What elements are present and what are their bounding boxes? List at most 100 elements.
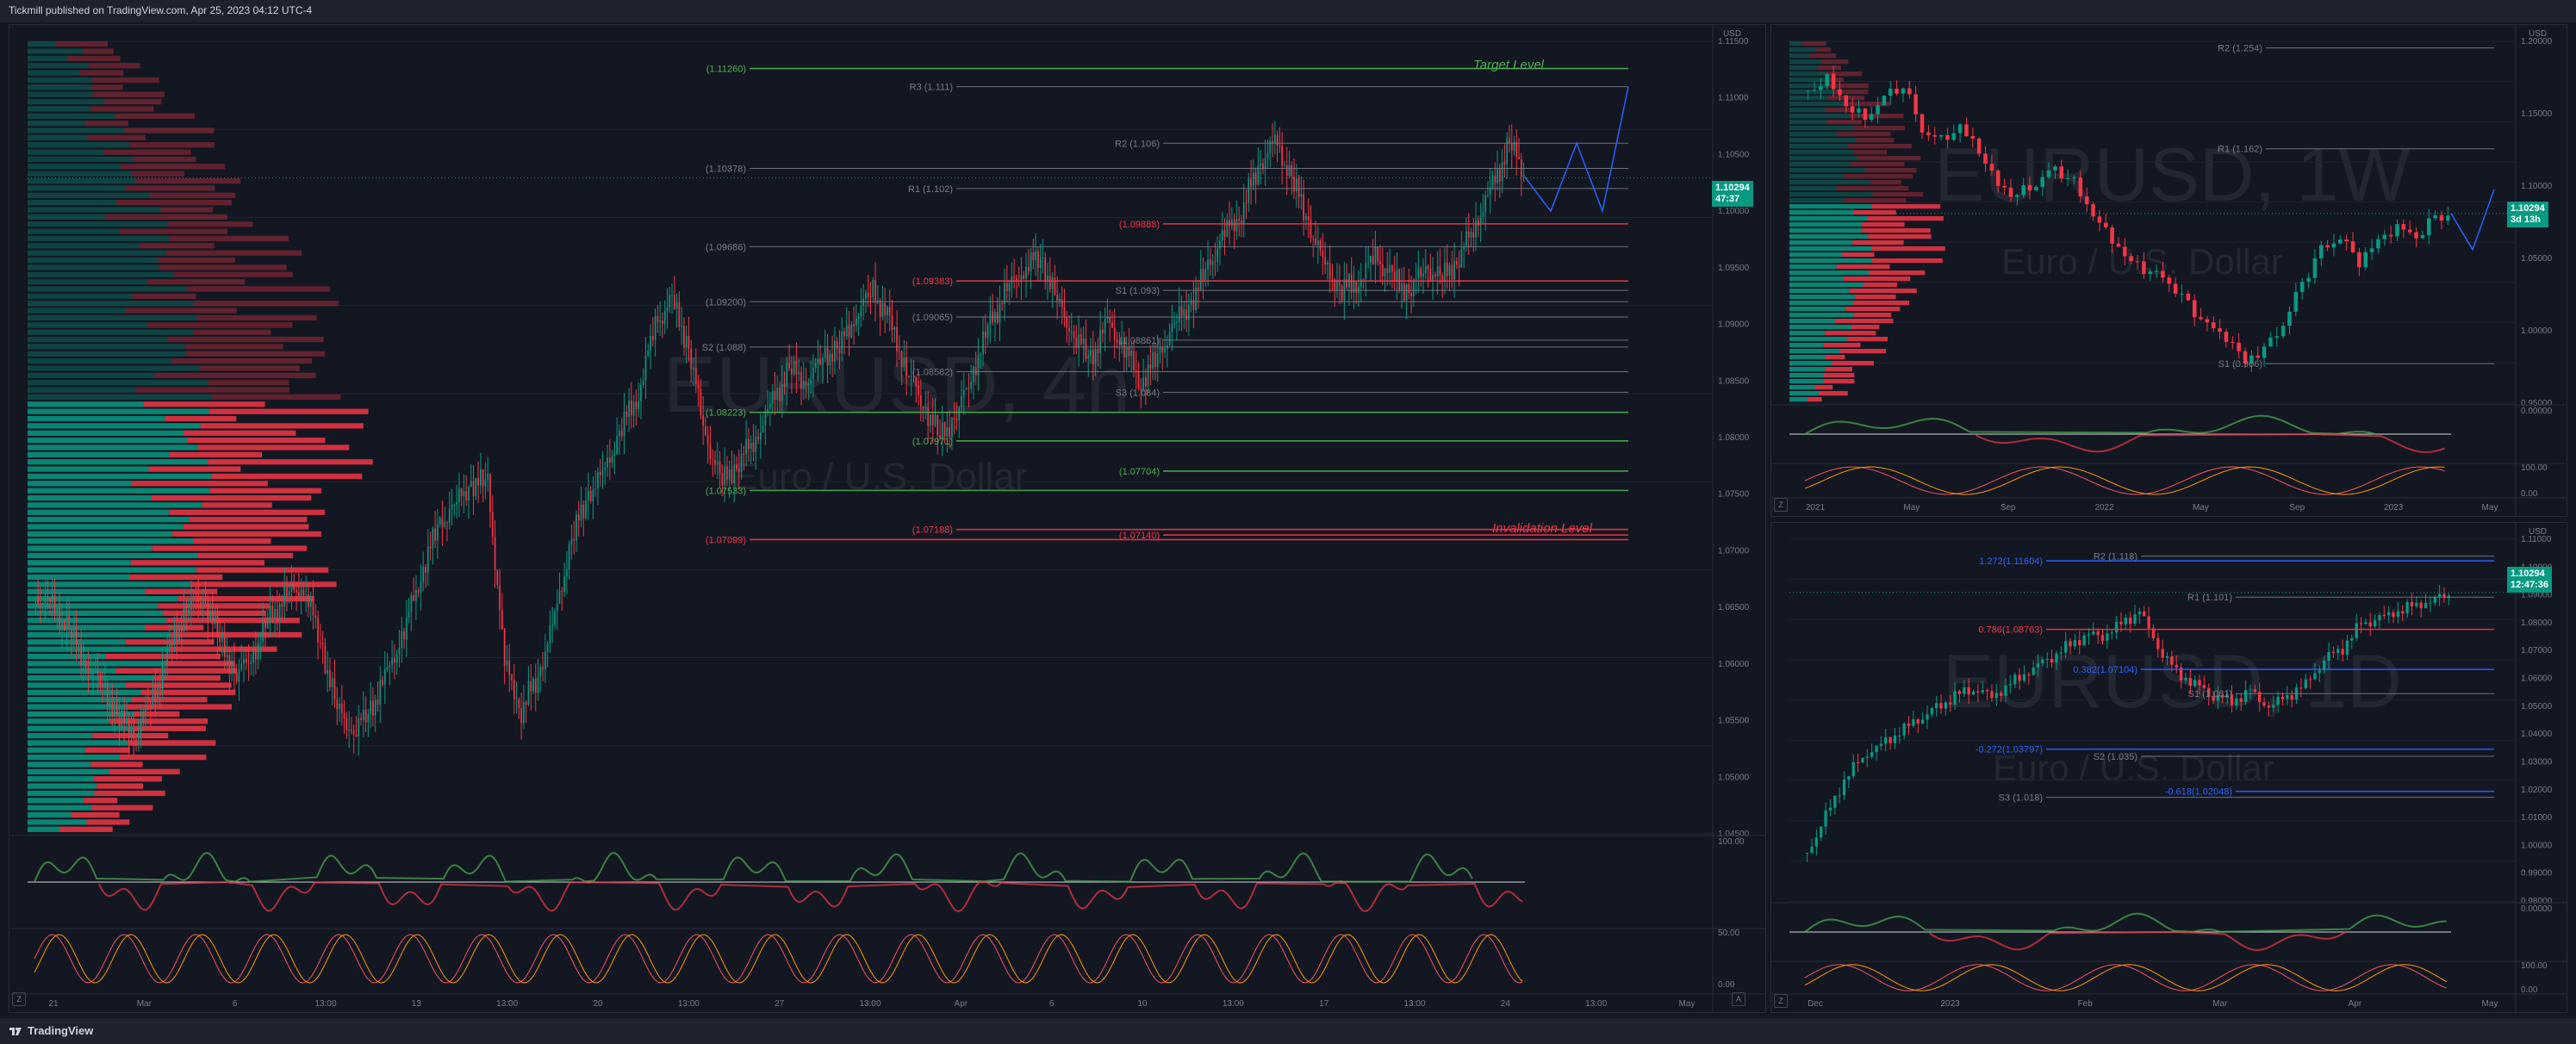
- candle-body: [2123, 246, 2127, 257]
- candle-body: [383, 669, 386, 686]
- candle-body: [1059, 298, 1061, 301]
- volume-profile-bar-buy: [28, 250, 166, 256]
- candle-body: [413, 595, 414, 601]
- candle-body: [1199, 269, 1202, 290]
- price-tick-label: 1.15000: [2521, 109, 2553, 119]
- volume-profile-bar-buy: [28, 91, 93, 97]
- candle-body: [34, 596, 37, 597]
- momentum-line-positive: [34, 852, 1473, 883]
- volume-profile-bar-sell: [165, 415, 237, 422]
- candle-body: [1374, 246, 1377, 264]
- zoom-button[interactable]: Z: [12, 992, 26, 1006]
- price-tick-label: 1.05000: [2521, 702, 2553, 712]
- main-chart-panel[interactable]: EURUSD, 4h Euro / U.S. Dollar 1.11500 1.1…: [9, 24, 1766, 1013]
- candle-body: [745, 438, 747, 455]
- volume-profile-bar-sell: [166, 221, 253, 227]
- volume-profile-bar-buy: [28, 235, 170, 242]
- volume-profile-bar-buy: [28, 228, 121, 234]
- candle-body: [1413, 279, 1415, 296]
- price-tick-label: 1.07500: [1718, 490, 1750, 500]
- weekly-chart-panel[interactable]: EURUSD, 1W Euro / U.S. Dollar 1.200001.1…: [1770, 24, 2567, 517]
- candle-body: [530, 681, 532, 692]
- candle-body: [654, 315, 656, 340]
- volume-profile-bar-sell: [160, 207, 214, 213]
- candle-body: [2167, 277, 2172, 284]
- volume-profile-bar-sell: [92, 91, 165, 97]
- candle-body: [2331, 651, 2336, 653]
- candle-body: [1068, 327, 1070, 332]
- candle-body: [1230, 219, 1233, 227]
- volume-profile-bar-buy: [28, 41, 56, 47]
- volume-profile-bar-sell: [120, 228, 227, 234]
- volume-profile-bar-buy: [28, 805, 92, 811]
- volume-profile-bar-sell: [183, 430, 296, 436]
- volume-profile-bar-sell: [1846, 337, 1888, 342]
- volume-profile-bar-buy: [1789, 325, 1851, 330]
- volume-profile-bar-buy: [1789, 102, 1844, 107]
- price-tick-label: 1.01000: [2521, 813, 2553, 823]
- candle-body: [1895, 88, 1899, 94]
- candle-body: [1935, 703, 1938, 709]
- candle-body: [887, 307, 888, 315]
- weekly-chart-svg[interactable]: EURUSD, 1W Euro / U.S. Dollar 1.200001.1…: [1770, 24, 2567, 517]
- volume-profile-bar-buy: [28, 653, 106, 660]
- candle-body: [2262, 702, 2266, 706]
- main-chart-svg[interactable]: EURUSD, 4h Euro / U.S. Dollar 1.115001.1…: [9, 24, 1766, 1013]
- candle-body: [269, 605, 271, 618]
- volume-profile-bar-sell: [172, 531, 321, 537]
- candle-body: [389, 665, 391, 668]
- candle-body: [931, 414, 934, 426]
- volume-profile-bar-buy: [28, 588, 146, 594]
- candle-body: [632, 401, 635, 416]
- volume-profile-bar-buy: [28, 48, 84, 54]
- candle-body: [719, 461, 721, 474]
- volume-profile-bar-sell: [130, 560, 264, 566]
- candle-body: [1870, 752, 1874, 757]
- candle-body: [415, 589, 417, 601]
- level-label: -0.272(1.03797): [1976, 745, 2043, 755]
- candle-body: [1932, 134, 1938, 137]
- candle-body: [1066, 316, 1068, 328]
- volume-profile-bar-buy: [1789, 204, 1872, 209]
- candle-body: [613, 454, 616, 456]
- candle-body: [1295, 178, 1297, 192]
- candle-body: [826, 348, 829, 366]
- candle-body: [1198, 287, 1199, 290]
- zoom-button[interactable]: Z: [1774, 498, 1788, 512]
- volume-profile-bar-sell: [133, 725, 206, 731]
- candle-body: [417, 589, 420, 593]
- candle-body: [1027, 266, 1030, 271]
- candle-body: [329, 669, 331, 687]
- volume-profile-bar-sell: [1821, 59, 1849, 65]
- time-tick-label: May: [2482, 999, 2498, 1009]
- volume-profile-bar-buy: [1789, 65, 1818, 71]
- auto-scale-button[interactable]: A: [1732, 992, 1745, 1006]
- volume-profile-bar-buy: [28, 142, 131, 148]
- candle-body: [675, 301, 678, 309]
- candle-body: [1869, 114, 1874, 120]
- zoom-button[interactable]: Z: [1774, 994, 1788, 1008]
- candle-body: [276, 609, 278, 623]
- daily-chart-svg[interactable]: EURUSD, 1D Euro / U.S. Dollar 1.110001.1…: [1770, 522, 2567, 1013]
- volume-profile-bar-buy: [1789, 258, 1872, 264]
- candle-body: [748, 438, 750, 450]
- volume-profile-bar-buy: [1789, 337, 1847, 342]
- candle-body: [2299, 282, 2305, 293]
- volume-profile-bar-sell: [148, 466, 241, 472]
- candle-body: [1331, 279, 1334, 281]
- candle-body: [769, 403, 771, 409]
- candle-body: [640, 384, 642, 401]
- candle-body: [72, 627, 75, 639]
- candle-body: [1408, 284, 1410, 294]
- candle-body: [2059, 166, 2064, 179]
- candle-body: [374, 699, 376, 716]
- candle-body: [2249, 689, 2252, 691]
- candle-body: [1008, 283, 1011, 291]
- volume-profile-bar-buy: [1789, 397, 1808, 402]
- volume-profile-bar-buy: [28, 494, 152, 501]
- daily-chart-panel[interactable]: EURUSD, 1D Euro / U.S. Dollar 1.110001.1…: [1770, 522, 2567, 1013]
- candle-body: [587, 490, 589, 501]
- candle-body: [1334, 279, 1336, 291]
- candle-body: [922, 406, 924, 408]
- volume-profile-bar-buy: [1789, 289, 1850, 294]
